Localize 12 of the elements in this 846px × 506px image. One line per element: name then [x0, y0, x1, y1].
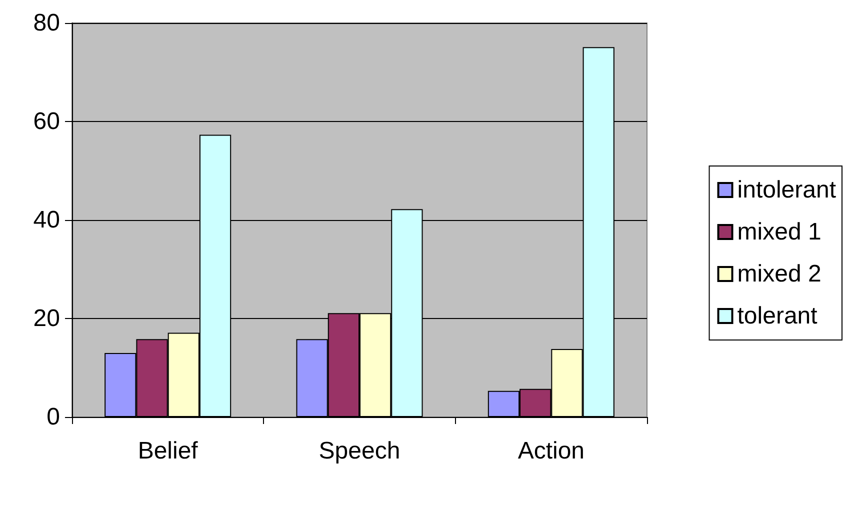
- x-tick-label: Belief: [138, 438, 198, 464]
- y-tick-label: 40: [33, 206, 60, 234]
- y-tick-label: 0: [46, 404, 60, 430]
- legend-label: intolerant: [737, 176, 836, 204]
- y-tick-label: 20: [33, 305, 60, 332]
- y-tick-label: 60: [33, 108, 60, 135]
- legend-label: mixed 1: [737, 218, 822, 246]
- legend-label: tolerant: [737, 302, 818, 330]
- x-tick-label: Action: [518, 438, 585, 464]
- x-tick-label: Speech: [318, 438, 400, 464]
- legend-label: mixed 2: [737, 260, 822, 288]
- y-tick-label: 80: [33, 10, 60, 36]
